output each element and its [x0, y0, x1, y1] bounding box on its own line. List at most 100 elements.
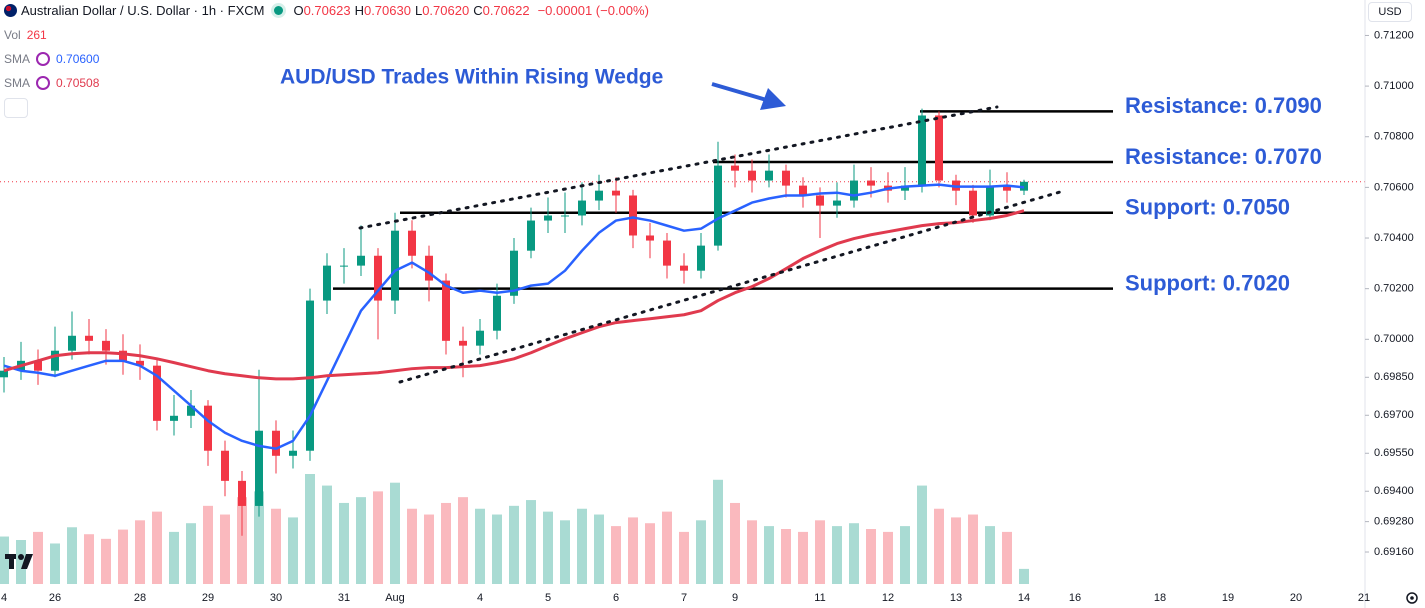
candle-body	[391, 230, 399, 301]
plot-area: Resistance: 0.7090 Resistance: 0.7070 Supp…	[0, 93, 1365, 584]
level-label: Resistance: 0.7070	[1125, 144, 1322, 169]
y-tick-label: 0.70400	[1374, 232, 1414, 244]
candle-body	[765, 170, 773, 181]
sma-name: SMA	[4, 52, 31, 66]
ohlc-value: 0.70620	[422, 3, 470, 18]
volume-name: Vol	[4, 28, 21, 42]
sma-icon	[36, 52, 51, 66]
volume-bar	[883, 531, 893, 584]
candle-body	[170, 415, 178, 421]
candle-body	[969, 190, 977, 216]
ohlc-key: C	[473, 3, 483, 18]
volume-bar	[118, 529, 128, 584]
settings-icon[interactable]	[1406, 592, 1418, 604]
candle-body	[221, 450, 229, 481]
y-tick-label: 0.69400	[1374, 485, 1414, 497]
y-tick-label: 0.70200	[1374, 283, 1414, 295]
candle-body	[629, 195, 637, 236]
x-tick-label: Aug	[385, 592, 405, 604]
volume-bar	[475, 508, 485, 584]
volume-bar	[509, 505, 519, 584]
flag-icon	[4, 4, 17, 17]
y-tick-label: 0.69550	[1374, 447, 1414, 459]
volume-bar	[781, 529, 791, 584]
volume-bar	[407, 508, 417, 584]
candle-body	[493, 295, 501, 331]
x-tick-label: 16	[1069, 592, 1081, 604]
y-tick-label: 0.70800	[1374, 131, 1414, 143]
ohlc-key: L	[414, 3, 423, 18]
y-tick-label: 0.69700	[1374, 409, 1414, 421]
candle-body	[255, 430, 263, 506]
candle-body	[748, 170, 756, 181]
candle-body	[646, 235, 654, 241]
candle-body	[680, 265, 688, 271]
volume-bar	[186, 523, 196, 584]
y-tick-label: 0.71200	[1374, 29, 1414, 41]
candle-body	[323, 265, 331, 301]
volume-bar	[152, 511, 162, 584]
sma-value: 0.70508	[56, 76, 100, 90]
ohlc-value: 0.70630	[363, 3, 411, 18]
candle-body	[833, 200, 841, 206]
volume-bar	[985, 526, 995, 584]
x-tick-label: 29	[202, 592, 214, 604]
level-label: Support: 0.7020	[1125, 270, 1290, 295]
candle-body	[136, 360, 144, 366]
candle-body	[306, 300, 314, 451]
sma-name: SMA	[4, 76, 31, 90]
volume-bar	[254, 491, 264, 584]
annotation-arrow	[711, 82, 786, 110]
candle-body	[374, 255, 382, 301]
candle-body	[595, 190, 603, 201]
volume-bar	[322, 485, 332, 584]
y-tick-label: 0.70600	[1374, 181, 1414, 193]
candle-body	[867, 180, 875, 186]
header: Australian Dollar / U.S. Dollar · 1h · F…	[4, 3, 653, 18]
candle-body	[340, 265, 348, 267]
candle-body	[85, 335, 93, 341]
candle-body	[204, 405, 212, 451]
x-tick-label: 9	[732, 592, 738, 604]
annotation-title: AUD/USD Trades Within Rising Wedge	[280, 66, 663, 89]
volume-bar	[560, 520, 570, 584]
currency-button[interactable]: USD	[1368, 2, 1412, 22]
volume-bar	[900, 526, 910, 584]
volume-bar	[339, 502, 349, 584]
y-tick-label: 0.70000	[1374, 333, 1414, 345]
y-tick-label: 0.71000	[1374, 80, 1414, 92]
candle-body	[238, 480, 246, 506]
candle-body	[459, 340, 467, 346]
volume-bar	[356, 497, 366, 584]
volume-bar	[424, 514, 434, 584]
x-tick-label: 14	[1018, 592, 1030, 604]
symbol-title: Australian Dollar / U.S. Dollar · 1h · F…	[21, 3, 265, 18]
candle-body	[714, 165, 722, 246]
volume-bar	[288, 517, 298, 584]
volume-bar	[50, 543, 60, 584]
candle-body	[799, 185, 807, 196]
volume-bar	[33, 531, 43, 584]
candle-body	[986, 185, 994, 216]
collapse-button[interactable]	[4, 98, 28, 118]
volume-bar	[84, 534, 94, 584]
market-status	[274, 6, 284, 15]
sma-line	[3, 183, 1025, 450]
x-tick-label: 28	[134, 592, 146, 604]
x-tick-label: 5	[545, 592, 551, 604]
x-tick-label: 30	[270, 592, 282, 604]
candle-body	[119, 350, 127, 361]
candle-body	[1003, 185, 1011, 191]
volume-bar	[543, 511, 553, 584]
sma-legend: SMA 0.70600	[4, 52, 99, 66]
volume-bar	[832, 526, 842, 584]
ohlc-value: 0.70622	[482, 3, 530, 18]
candle-body	[561, 215, 569, 217]
x-tick-label: 4	[477, 592, 483, 604]
volume-bar	[628, 517, 638, 584]
volume-bar	[798, 531, 808, 584]
volume-bar	[577, 508, 587, 584]
candle-body	[153, 365, 161, 421]
